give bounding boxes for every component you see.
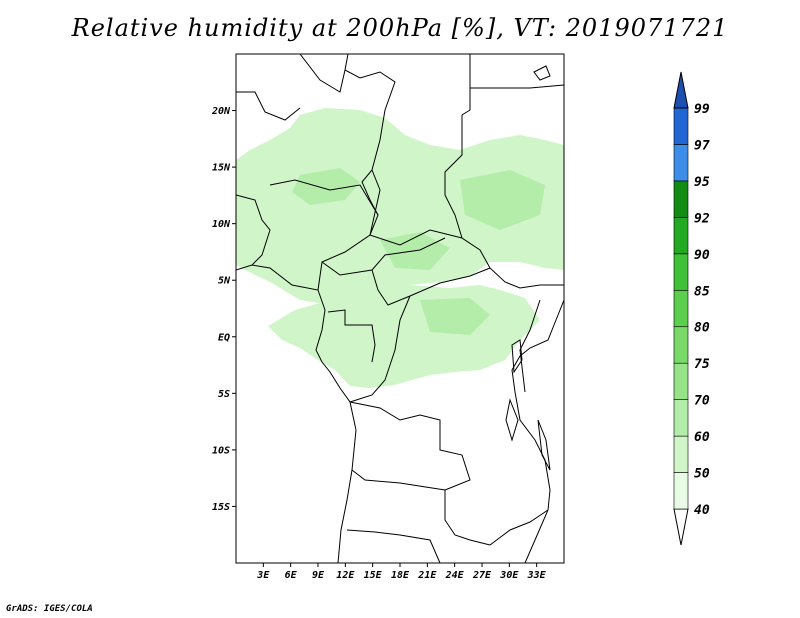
humidity-patch [292, 168, 360, 205]
border [299, 54, 346, 93]
colorbar-label: 90 [694, 248, 710, 263]
colorbar-segment [673, 362, 689, 400]
border [351, 469, 446, 491]
colorbar-label: 92 [694, 211, 710, 226]
humidity-shading [236, 108, 564, 388]
lake-outline [505, 398, 519, 442]
map-title: Relative humidity at 200hPa [%], VT: 201… [71, 14, 729, 42]
map-borders [236, 54, 564, 563]
colorbar-label: 50 [694, 467, 710, 482]
colorbar-label: 95 [694, 175, 710, 190]
border [444, 54, 564, 289]
colorbar-segment [673, 289, 689, 328]
colorbar-label: 85 [694, 284, 710, 299]
colorbar-arrow-low [673, 508, 689, 546]
lon-tick-label: 12E [336, 570, 355, 581]
border [269, 179, 379, 216]
colorbar-segment [673, 253, 689, 291]
colorbar-label: 70 [694, 394, 710, 409]
border [369, 169, 463, 246]
lon-tick-label: 21E [417, 570, 437, 581]
border [236, 91, 301, 121]
grads-credit: GrADS: IGES/COLA [6, 604, 93, 614]
border [519, 299, 541, 393]
border [327, 309, 376, 363]
lat-axis: 20N 15N 10N 5N EQ 5S 10S 15S [211, 106, 236, 513]
colorbar-label: 60 [694, 430, 710, 445]
colorbar-label: 97 [694, 138, 710, 153]
lake-outline [537, 419, 551, 471]
colorbar-arrow-high [673, 71, 689, 109]
lon-tick-label: 33E [527, 570, 547, 581]
border [321, 237, 446, 276]
humidity-patch [460, 170, 545, 230]
lon-tick-label: 6E [285, 570, 298, 581]
humidity-patch [420, 298, 490, 335]
lon-tick-label: 9E [312, 570, 325, 581]
lat-tick-label: 5N [218, 276, 231, 287]
lon-tick-label: 24E [445, 570, 465, 581]
colorbar-label: 40 [694, 503, 710, 518]
colorbar-segment [673, 217, 689, 255]
border [489, 509, 549, 546]
coastline [236, 264, 357, 563]
lat-tick-label: 10N [212, 219, 231, 230]
humidity-region-north [236, 108, 564, 305]
lon-axis: 3E 6E 9E 12E 15E 18E 21E 24E 27E 30E 33E [256, 563, 547, 581]
colorbar-label: 80 [694, 321, 710, 336]
border [349, 295, 411, 403]
lat-tick-label: EQ [218, 332, 230, 343]
colorbar-label: 75 [694, 357, 710, 372]
lon-tick-label: 15E [364, 570, 383, 581]
lon-tick-label: 18E [391, 570, 410, 581]
colorbar-segment [673, 107, 689, 145]
lat-tick-label: 10S [212, 445, 230, 456]
lon-tick-label: 30E [499, 570, 519, 581]
border [349, 401, 491, 546]
colorbar-segment [673, 435, 689, 473]
border [236, 194, 271, 266]
colorbar-segment [673, 399, 689, 437]
lat-tick-label: 15N [212, 163, 231, 174]
colorbar-label: 99 [694, 102, 710, 117]
border [470, 84, 564, 89]
colorbar: 40 50 60 70 75 80 85 90 92 95 97 99 [673, 71, 710, 546]
border [346, 529, 441, 563]
lat-tick-label: 15S [212, 502, 230, 513]
lat-tick-label: 20N [211, 106, 231, 117]
lon-tick-label: 27E [472, 570, 492, 581]
lake-outline [511, 339, 523, 374]
colorbar-segment [673, 180, 689, 218]
colorbar-segment [673, 472, 689, 510]
colorbar-segment [673, 326, 689, 364]
coastline [511, 299, 564, 563]
lat-tick-label: 5S [218, 389, 230, 400]
lon-tick-label: 3E [256, 570, 270, 581]
colorbar-segment [673, 144, 689, 182]
lake-outline [533, 65, 551, 81]
